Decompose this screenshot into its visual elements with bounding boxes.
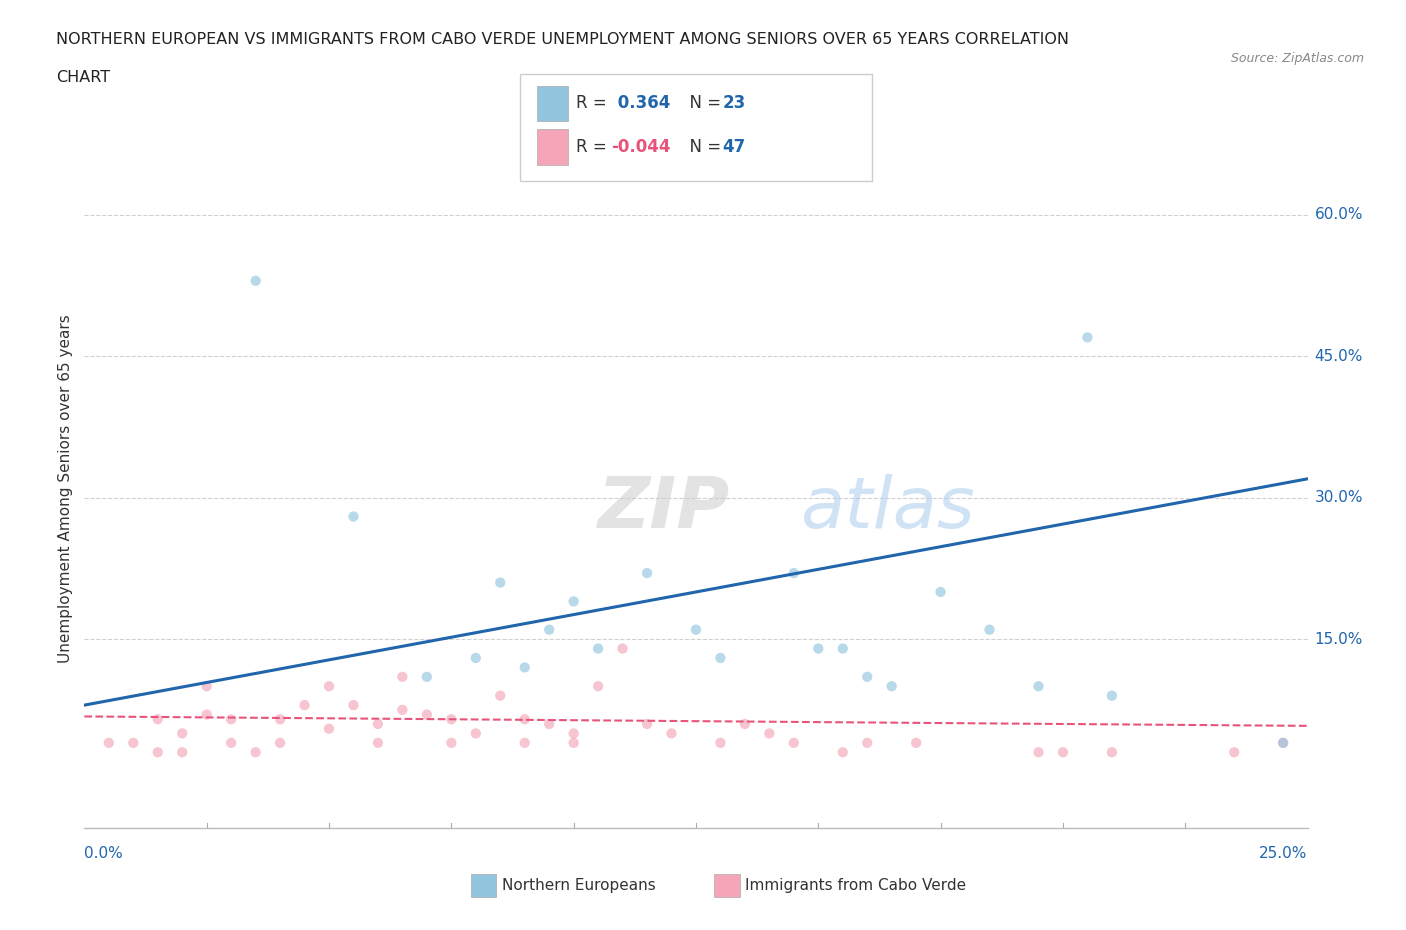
Point [685,622,707,637]
Point [1076,330,1098,345]
Point [586,641,609,656]
Point [1101,688,1123,703]
Text: Northern Europeans: Northern Europeans [502,878,655,893]
Text: N =: N = [679,94,727,113]
Text: 25.0%: 25.0% [1260,846,1308,861]
Point [294,698,316,712]
Text: CHART: CHART [56,70,110,85]
Point [318,679,340,694]
Point [318,722,340,737]
Point [661,726,683,741]
Text: ZIP: ZIP [598,474,730,543]
Text: 0.0%: 0.0% [84,846,124,861]
Point [440,711,463,726]
Point [538,716,561,731]
Point [979,622,1001,637]
Point [783,736,806,751]
Text: Immigrants from Cabo Verde: Immigrants from Cabo Verde [745,878,966,893]
Text: 30.0%: 30.0% [1315,490,1362,505]
Text: -0.044: -0.044 [612,138,671,156]
Point [269,711,291,726]
Point [416,670,439,684]
Text: 15.0%: 15.0% [1315,631,1362,646]
Point [146,745,169,760]
Point [807,641,830,656]
Point [586,679,609,694]
Text: R =: R = [576,138,613,156]
Point [245,273,267,288]
Point [513,736,536,751]
Point [709,651,731,666]
Y-axis label: Unemployment Among Seniors over 65 years: Unemployment Among Seniors over 65 years [58,314,73,662]
Point [758,726,780,741]
Point [538,622,561,637]
Point [342,698,364,712]
Point [734,716,756,731]
Point [1028,745,1050,760]
Text: NORTHERN EUROPEAN VS IMMIGRANTS FROM CABO VERDE UNEMPLOYMENT AMONG SENIORS OVER : NORTHERN EUROPEAN VS IMMIGRANTS FROM CAB… [56,32,1069,46]
Point [1028,679,1050,694]
Point [245,745,267,760]
Point [489,688,512,703]
Point [464,726,486,741]
Point [464,651,486,666]
Text: atlas: atlas [800,474,974,543]
Point [709,736,731,751]
Point [831,745,853,760]
Point [562,736,585,751]
Point [856,670,879,684]
Point [219,736,242,751]
Point [513,660,536,675]
Point [880,679,903,694]
Point [146,711,169,726]
Point [513,711,536,726]
Point [440,736,463,751]
Text: R =: R = [576,94,613,113]
Point [783,565,806,580]
Point [367,716,389,731]
Point [391,702,413,717]
Point [929,585,952,600]
Point [97,736,120,751]
Point [172,745,194,760]
Point [195,679,218,694]
Text: 23: 23 [723,94,747,113]
Point [122,736,145,751]
Text: 60.0%: 60.0% [1315,207,1362,222]
Text: 47: 47 [723,138,747,156]
Point [1272,736,1295,751]
Point [416,707,439,722]
Text: 45.0%: 45.0% [1315,349,1362,364]
Text: N =: N = [679,138,727,156]
Point [636,716,658,731]
Point [1272,736,1295,751]
Point [1223,745,1246,760]
Point [195,707,218,722]
Point [219,711,242,726]
Point [367,736,389,751]
Point [905,736,928,751]
Point [269,736,291,751]
Point [1101,745,1123,760]
Point [1052,745,1074,760]
Point [856,736,879,751]
Point [562,726,585,741]
Text: 0.364: 0.364 [612,94,671,113]
Point [562,594,585,609]
Point [342,509,364,524]
Point [391,670,413,684]
Point [636,565,658,580]
Point [612,641,634,656]
Text: Source: ZipAtlas.com: Source: ZipAtlas.com [1230,52,1364,65]
Point [172,726,194,741]
Point [489,575,512,590]
Point [831,641,853,656]
